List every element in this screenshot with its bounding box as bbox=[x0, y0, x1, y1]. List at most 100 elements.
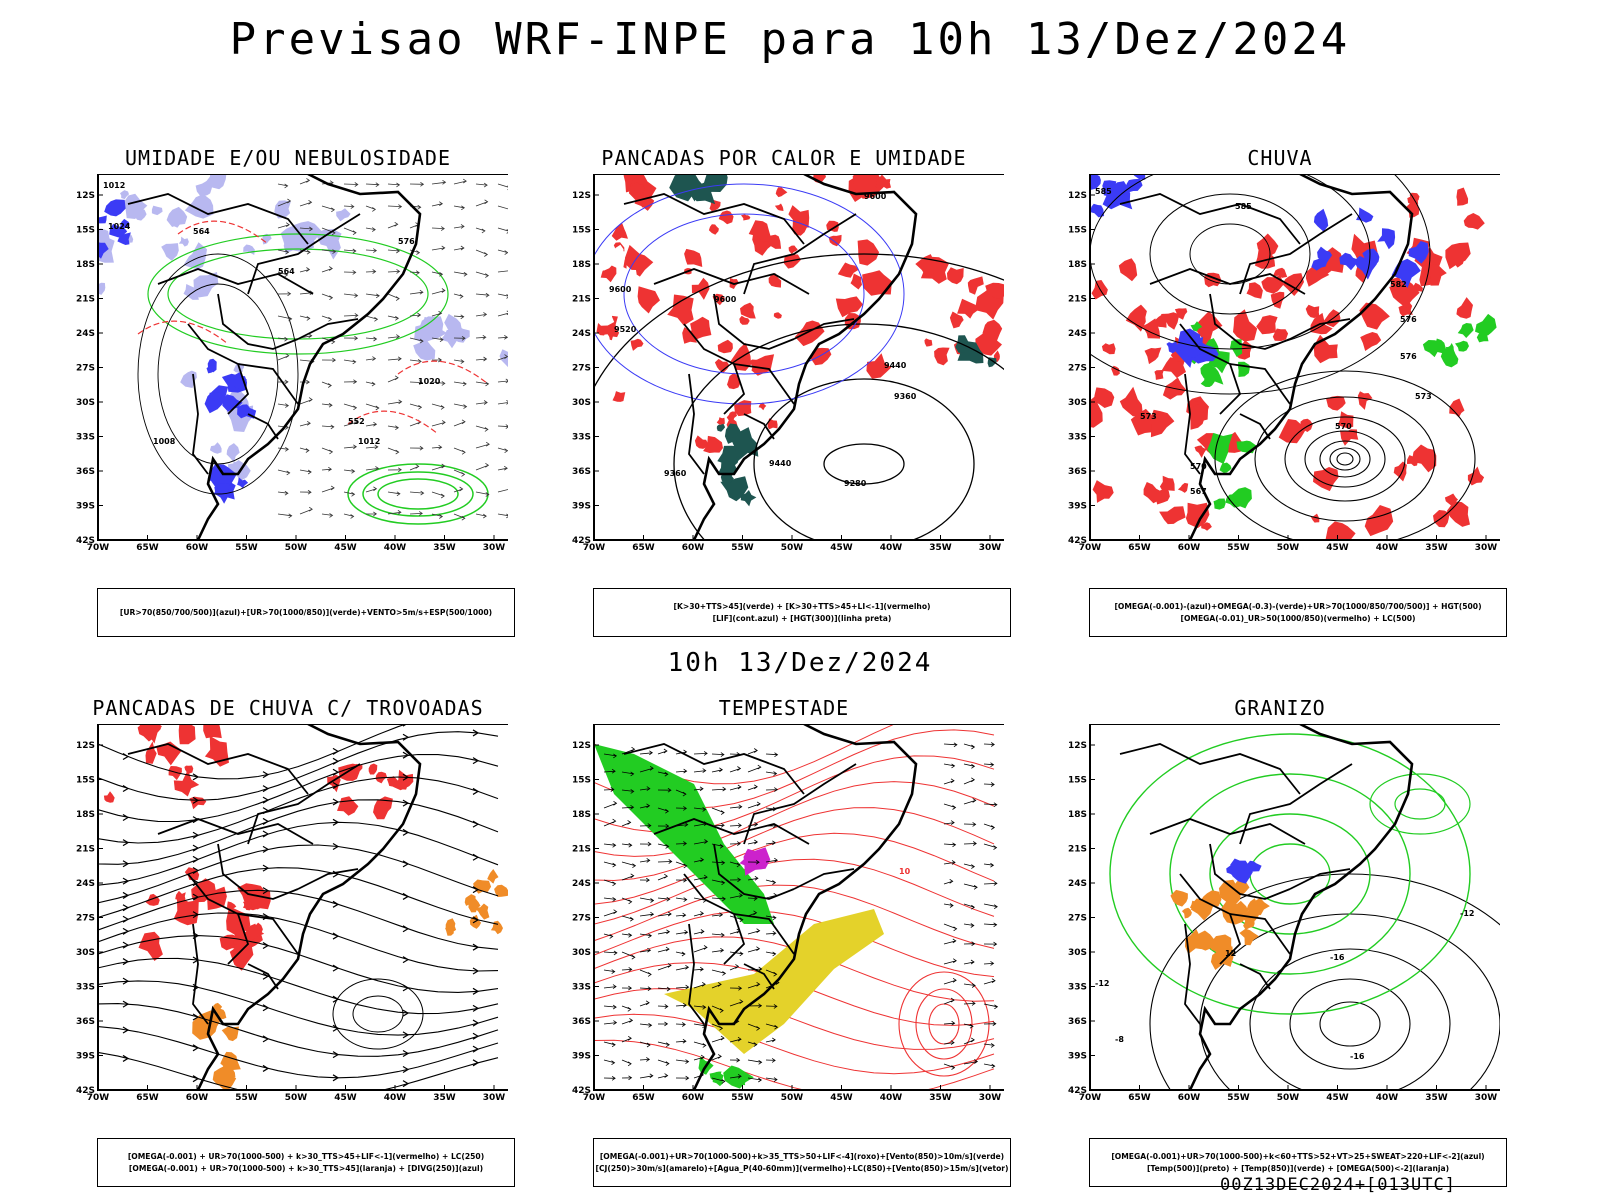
lon-tick-label: 65W bbox=[632, 1093, 655, 1103]
wind-vector bbox=[657, 1059, 670, 1066]
wind-vector bbox=[693, 981, 706, 989]
wind-vector bbox=[729, 823, 742, 828]
clear-area bbox=[615, 312, 641, 344]
wind-vector bbox=[603, 768, 616, 774]
rain-area bbox=[1159, 475, 1175, 492]
wind-vector bbox=[675, 912, 687, 918]
wind-vector bbox=[603, 969, 616, 974]
thunderstorm-area bbox=[203, 724, 222, 739]
humidity-area bbox=[237, 477, 249, 489]
humidity-contour bbox=[147, 233, 449, 355]
streamline-vortex bbox=[352, 995, 404, 1033]
map-humidity: 1012 1008 1012 1020 1024 564 576 564 552 12S 15S 18… bbox=[76, 174, 508, 553]
wind-vector bbox=[453, 513, 466, 521]
humidity-area bbox=[206, 365, 216, 374]
state-border bbox=[127, 743, 309, 795]
instability-area bbox=[712, 293, 725, 306]
streamline-arrow bbox=[402, 925, 410, 933]
height-contour bbox=[1214, 370, 1476, 540]
wind-vector bbox=[639, 986, 652, 992]
wind-vector bbox=[747, 1041, 758, 1047]
wind-vector bbox=[639, 933, 653, 939]
lat-tick-label: 36S bbox=[76, 467, 95, 477]
height-contour bbox=[1329, 447, 1361, 471]
wind-vector bbox=[365, 486, 378, 493]
contour-label: 9600 bbox=[864, 192, 887, 201]
rain-area bbox=[1150, 409, 1175, 438]
lat-tick-label: 33S bbox=[1068, 983, 1087, 993]
lat-tick-label: 30S bbox=[76, 398, 95, 408]
wind-vector bbox=[657, 896, 671, 902]
wind-vector bbox=[711, 982, 722, 989]
rain-area bbox=[1090, 203, 1105, 218]
streamline-arrow bbox=[192, 866, 200, 875]
streamline-arrow bbox=[122, 813, 130, 822]
instability-area bbox=[828, 234, 842, 247]
instability-area bbox=[866, 353, 892, 379]
wind-vector bbox=[409, 249, 421, 255]
contour-label: 1024 bbox=[108, 222, 131, 231]
state-border bbox=[1149, 268, 1306, 295]
wind-vector bbox=[432, 357, 443, 363]
streamline-arrow bbox=[122, 1026, 130, 1034]
wind-vector bbox=[343, 419, 359, 427]
lat-tick-label: 24S bbox=[1068, 879, 1087, 889]
map-layers bbox=[98, 724, 508, 1099]
wind-vector bbox=[657, 911, 672, 917]
legend-line: [CJ(250)>30m/s](amarelo)+[Agua_P(40-60mm… bbox=[595, 1163, 1009, 1173]
streamline-arrow bbox=[262, 864, 270, 872]
instability-area bbox=[632, 181, 645, 194]
wind-vector bbox=[639, 786, 651, 791]
wind-vector bbox=[765, 969, 778, 977]
lon-tick-label: 30W bbox=[1475, 1093, 1498, 1103]
legend-line: [OMEGA(-0.001)+UR>70(1000-500)+k<60+TTS>… bbox=[1111, 1151, 1485, 1161]
panel-title: PANCADAS DE CHUVA C/ TROVOADAS bbox=[92, 696, 484, 720]
wind-vector bbox=[675, 861, 688, 869]
instability-area bbox=[692, 181, 716, 205]
wind-vector bbox=[603, 787, 615, 792]
wind-vector bbox=[693, 1004, 707, 1010]
state-border bbox=[217, 293, 299, 350]
wind-vector bbox=[729, 1073, 742, 1079]
lon-tick-label: 50W bbox=[1277, 1093, 1300, 1103]
wind-vector bbox=[299, 267, 311, 273]
wind-vector bbox=[365, 381, 376, 387]
wind-vector bbox=[321, 381, 332, 388]
wind-vector bbox=[475, 425, 489, 432]
thunderstorm-area bbox=[494, 884, 508, 897]
thunderstorm-area bbox=[184, 765, 194, 774]
wind-vector bbox=[387, 447, 400, 455]
wind-vector bbox=[431, 179, 447, 185]
wind-vector bbox=[431, 403, 445, 410]
wind-vector bbox=[621, 932, 633, 938]
streamline-arrow bbox=[192, 893, 200, 901]
lat-tick-label: 39S bbox=[572, 502, 591, 512]
omega-area bbox=[1195, 930, 1215, 951]
wind-vector bbox=[711, 896, 726, 902]
wind-vector bbox=[299, 447, 310, 453]
streamline-arrow bbox=[263, 1093, 268, 1099]
map-layers: 10 bbox=[594, 724, 1004, 1090]
state-border bbox=[237, 363, 299, 405]
wind-vector bbox=[657, 843, 670, 849]
rain-area bbox=[1305, 261, 1330, 287]
lon-tick-label: 60W bbox=[682, 1093, 705, 1103]
wind-vector bbox=[431, 513, 444, 519]
wind-vector bbox=[675, 1022, 686, 1027]
wind-vector bbox=[321, 447, 334, 455]
streamline bbox=[98, 912, 499, 972]
contour-label: 564 bbox=[278, 267, 295, 276]
wind-vector bbox=[621, 1035, 632, 1043]
wind-vector bbox=[277, 446, 290, 452]
wind-vector bbox=[497, 227, 508, 234]
thunderstorm-area bbox=[394, 780, 408, 790]
wind-vector bbox=[387, 182, 401, 188]
humidity-area bbox=[166, 206, 188, 227]
streamline-arrow bbox=[402, 773, 410, 781]
wind-vector bbox=[729, 877, 742, 883]
wind-vector bbox=[983, 862, 995, 868]
wind-vector bbox=[409, 511, 423, 516]
state-border bbox=[127, 193, 309, 245]
wind-vector bbox=[639, 1057, 651, 1062]
lon-tick-label: 50W bbox=[1277, 543, 1300, 553]
